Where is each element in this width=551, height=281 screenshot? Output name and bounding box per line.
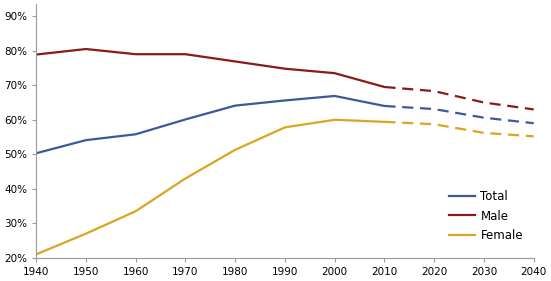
Legend: Total, Male, Female: Total, Male, Female: [444, 185, 528, 247]
